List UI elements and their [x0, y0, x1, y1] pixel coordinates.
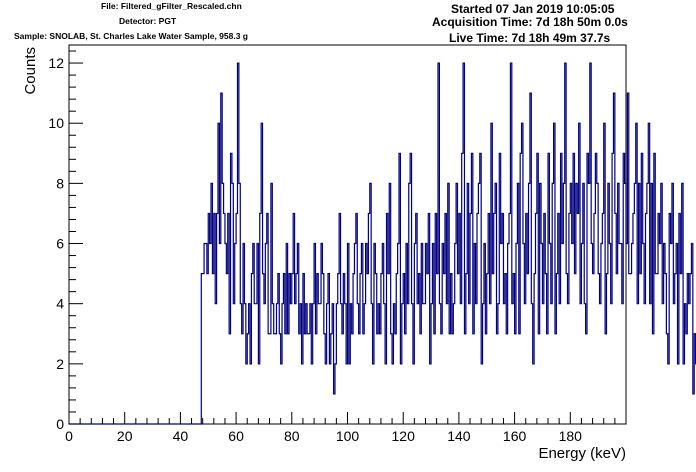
x-tick-label: 80 [284, 428, 300, 444]
y-tick-label: 6 [56, 236, 64, 252]
x-tick-label: 120 [392, 428, 416, 444]
y-axis-title: Counts [22, 47, 39, 95]
x-tick-label: 140 [447, 428, 471, 444]
plot-frame [68, 44, 627, 425]
x-tick-label: 0 [65, 428, 73, 444]
x-tick-label: 180 [559, 428, 583, 444]
y-tick-label: 10 [48, 115, 64, 131]
y-tick-label: 12 [48, 55, 64, 71]
spectrum-line [69, 62, 696, 425]
x-axis-title: Energy (keV) [538, 445, 626, 462]
x-tick-label: 100 [336, 428, 360, 444]
started-time-text: Started 07 Jan 2019 10:05:05 [451, 2, 615, 16]
y-tick-label: 8 [56, 175, 64, 191]
y-tick-label: 4 [56, 296, 64, 312]
x-tick-label: 20 [117, 428, 133, 444]
plot-border [68, 44, 627, 425]
y-tick-label: 2 [56, 356, 64, 372]
sample-text: Sample: SNOLAB, St. Charles Lake Water S… [14, 31, 248, 41]
y-tick-label: 0 [56, 416, 64, 432]
file-name-text: File: Filtered_gFilter_Rescaled.chn [101, 1, 242, 11]
live-time-text: Live Time: 7d 18h 49m 37.7s [449, 31, 611, 45]
x-tick-label: 40 [173, 428, 189, 444]
detector-text: Detector: PGT [119, 16, 177, 26]
y-axis: 0 2 4 6 8 10 12 [48, 50, 83, 432]
x-axis: 0 20 40 60 80 100 120 140 160 180 [65, 412, 616, 444]
acquisition-time-text: Acquisition Time: 7d 18h 50m 0.0s [432, 15, 628, 29]
x-tick-label: 60 [228, 428, 244, 444]
x-tick-label: 160 [503, 428, 527, 444]
